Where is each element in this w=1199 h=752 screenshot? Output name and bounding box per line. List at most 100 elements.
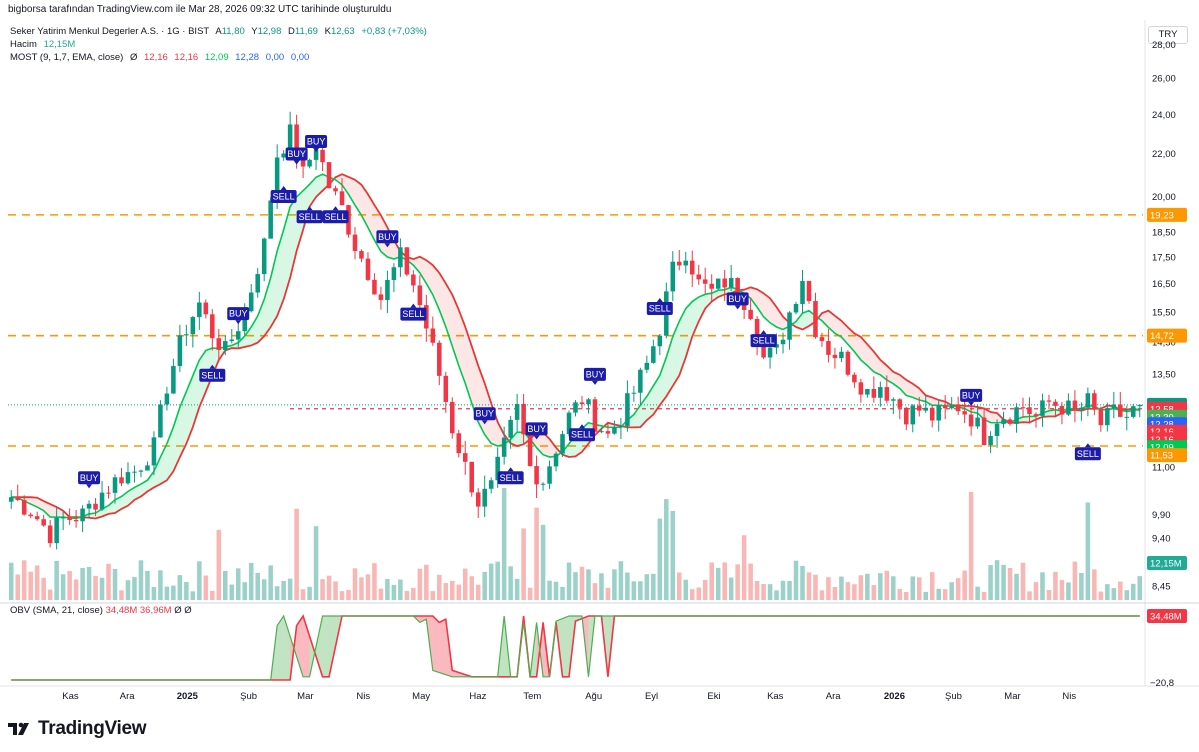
candle-body: [268, 200, 273, 239]
candle: [93, 497, 98, 516]
most-value: 12,09: [204, 52, 229, 63]
candle: [1085, 387, 1091, 417]
candle-body: [1007, 419, 1013, 424]
candle: [631, 386, 637, 402]
candle: [793, 301, 799, 315]
signal-buy-label: BUY: [960, 388, 983, 406]
candle: [475, 488, 481, 518]
candle: [560, 430, 565, 457]
symbol-name[interactable]: Seker Yatirim Menkul Degerler A.S. · 1G …: [10, 26, 210, 37]
obv-fill-segment: [562, 616, 570, 677]
x-tick-label: Mar: [297, 691, 313, 702]
candle-body: [300, 160, 306, 167]
signal-pointer: [507, 467, 514, 472]
candles: [8, 111, 1143, 550]
volume-bar: [417, 568, 423, 600]
candle-body: [651, 346, 656, 363]
most-fill-segment: [679, 308, 686, 376]
candle: [929, 405, 935, 428]
candle-body: [826, 341, 831, 355]
candle: [1137, 404, 1143, 418]
x-tick-label: May: [412, 691, 430, 702]
volume-bar: [501, 487, 507, 600]
candle-body: [657, 335, 663, 347]
candle: [164, 386, 170, 411]
signal-pointer: [332, 206, 339, 211]
candle: [988, 431, 993, 453]
candle-body: [1001, 419, 1006, 424]
candle: [942, 395, 948, 420]
candle: [878, 381, 883, 407]
most-fill-segment: [633, 405, 641, 428]
y-tick-label: 17,50: [1152, 252, 1176, 263]
candle-body: [261, 238, 267, 275]
volume-bar: [1046, 589, 1052, 600]
candle-body: [1020, 407, 1026, 409]
candle-body: [735, 278, 740, 298]
candle: [839, 347, 844, 363]
tradingview-logo[interactable]: TradingView: [8, 718, 147, 740]
signal-text: SELL: [1077, 449, 1099, 459]
price-tag-text: 12,15M: [1150, 558, 1182, 569]
signal-box: [296, 210, 323, 224]
candle: [592, 396, 598, 433]
x-tick-label: Haz: [469, 691, 486, 702]
attribution-text: bigborsa tarafından TradingView.com ile …: [8, 4, 392, 15]
candle-body: [15, 497, 20, 501]
obv-label[interactable]: OBV (SMA, 21, close): [10, 605, 103, 616]
most-label[interactable]: MOST (9, 1,7, EMA, close): [10, 52, 124, 63]
candle: [1020, 397, 1026, 418]
volume-bar: [469, 576, 474, 600]
candle-body: [365, 258, 371, 280]
signal-sell-label: SELL: [270, 185, 297, 203]
candle: [210, 309, 215, 351]
candle-body: [378, 294, 384, 300]
volume-bar: [741, 535, 747, 600]
candle-body: [813, 301, 818, 338]
y-tick-label: 20,00: [1152, 192, 1176, 203]
currency-button[interactable]: TRY: [1148, 26, 1188, 44]
signal-buy-label: BUY: [78, 471, 101, 489]
price-tag-text: 19,23: [1150, 210, 1174, 221]
volume-bar: [21, 560, 27, 600]
volume-label[interactable]: Hacim: [10, 39, 37, 50]
candle-body: [1014, 407, 1019, 424]
volume-bar: [86, 566, 92, 600]
volume-bar: [93, 575, 98, 600]
volume-bar: [904, 591, 909, 600]
signal-pointer: [313, 148, 320, 153]
volume-bar: [365, 574, 371, 600]
volume-bar: [599, 573, 604, 600]
signal-text: SELL: [299, 212, 321, 222]
x-tick-label: Şub: [945, 691, 962, 702]
volume-bar: [625, 572, 630, 600]
candle-body: [722, 278, 727, 288]
candle: [1046, 394, 1052, 410]
candle-body: [806, 280, 812, 302]
y-tick-label: 14,50: [1152, 337, 1176, 348]
most-fill-segment: [264, 277, 271, 337]
signal-pointer: [235, 320, 242, 325]
volume-bar: [1111, 588, 1117, 600]
candle-body: [521, 403, 526, 435]
y-tick-label: 18,50: [1152, 227, 1176, 238]
most-fill-segment: [763, 293, 771, 323]
candle: [1105, 402, 1110, 432]
signal-box: [960, 388, 983, 402]
signal-buy-label: BUY: [285, 147, 308, 165]
signal-pointer: [968, 401, 975, 406]
most-fill-segment: [342, 174, 349, 195]
candle: [1007, 417, 1013, 426]
most-fill-segment: [179, 391, 187, 458]
candle-body: [184, 334, 189, 336]
x-tick-label: Şub: [240, 691, 257, 702]
ohlc-close: K12,63: [324, 26, 355, 37]
volume-bar: [1131, 583, 1136, 600]
most-fill-segment: [108, 499, 116, 514]
candle: [339, 177, 345, 206]
candle-body: [949, 406, 954, 409]
candle: [1014, 403, 1019, 433]
candle-body: [307, 159, 312, 167]
volume-bar: [657, 518, 663, 600]
